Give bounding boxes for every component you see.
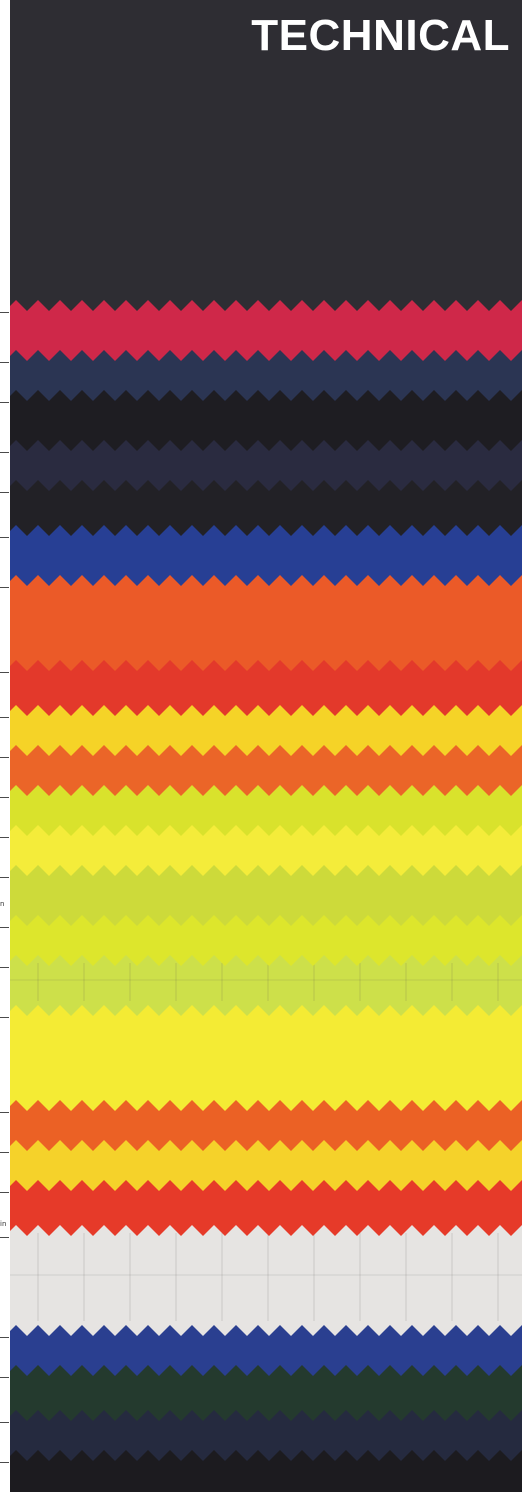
swatch-bright-yellow [10, 825, 522, 876]
edge-tick [0, 1237, 9, 1238]
edge-tick [0, 672, 9, 673]
edge-tick [0, 402, 9, 403]
swatch-pale-lime-ripstop [10, 955, 522, 1016]
swatch-black [10, 390, 522, 451]
swatch-orange [10, 745, 522, 796]
edge-tick [0, 837, 9, 838]
swatch-royal-blue [10, 525, 522, 586]
edge-tick [0, 492, 9, 493]
edge-tick [0, 1152, 9, 1153]
edge-tick [0, 1337, 9, 1338]
swatch-yellow [10, 705, 522, 756]
swatch-orange [10, 1100, 522, 1151]
edge-tick [0, 757, 9, 758]
swatch-yellow [10, 1140, 522, 1191]
edge-tick [0, 587, 9, 588]
swatch-royal-blue [10, 1325, 522, 1376]
swatch-red [10, 1180, 522, 1236]
swatch-bright-yellow [10, 1005, 522, 1111]
edge-tick [0, 717, 9, 718]
edge-tick [0, 362, 9, 363]
swatch-charcoal [10, 0, 522, 311]
swatch-dark-navy-blue [10, 350, 522, 401]
edge-tick [0, 967, 9, 968]
edge-tick [0, 537, 9, 538]
swatch-white-ripstop [10, 1225, 522, 1336]
swatch-dark-green [10, 1365, 522, 1421]
swatch-dark-navy [10, 440, 522, 491]
swatch-red [10, 660, 522, 716]
swatch-lime-green [10, 865, 522, 926]
swatch-card: TECHNICAL [10, 0, 522, 1492]
edge-note: in [0, 1220, 7, 1228]
swatch-orange [10, 575, 522, 671]
edge-tick [0, 1017, 9, 1018]
fabric-swatch-stack [10, 0, 522, 1492]
edge-tick [0, 1192, 9, 1193]
edge-tick [0, 1112, 9, 1113]
edge-tick [0, 877, 9, 878]
edge-tick [0, 927, 9, 928]
edge-note: n [0, 900, 5, 908]
edge-tick [0, 312, 9, 313]
edge-tick [0, 797, 9, 798]
swatch-black [10, 1450, 522, 1492]
edge-tick [0, 1377, 9, 1378]
swatch-black [10, 480, 522, 536]
swatch-crimson-red [10, 300, 522, 361]
edge-tick [0, 1422, 9, 1423]
swatch-lime-yellow [10, 785, 522, 836]
edge-tick [0, 452, 9, 453]
page-title: TECHNICAL [251, 11, 510, 60]
edge-tick [0, 1462, 9, 1463]
swatch-navy [10, 1410, 522, 1461]
swatch-fluorescent-yellow [10, 915, 522, 966]
